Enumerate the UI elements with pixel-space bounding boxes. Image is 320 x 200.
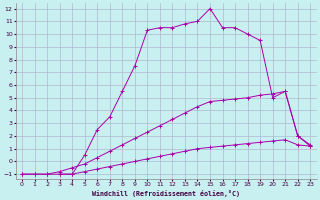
X-axis label: Windchill (Refroidissement éolien,°C): Windchill (Refroidissement éolien,°C) — [92, 190, 240, 197]
